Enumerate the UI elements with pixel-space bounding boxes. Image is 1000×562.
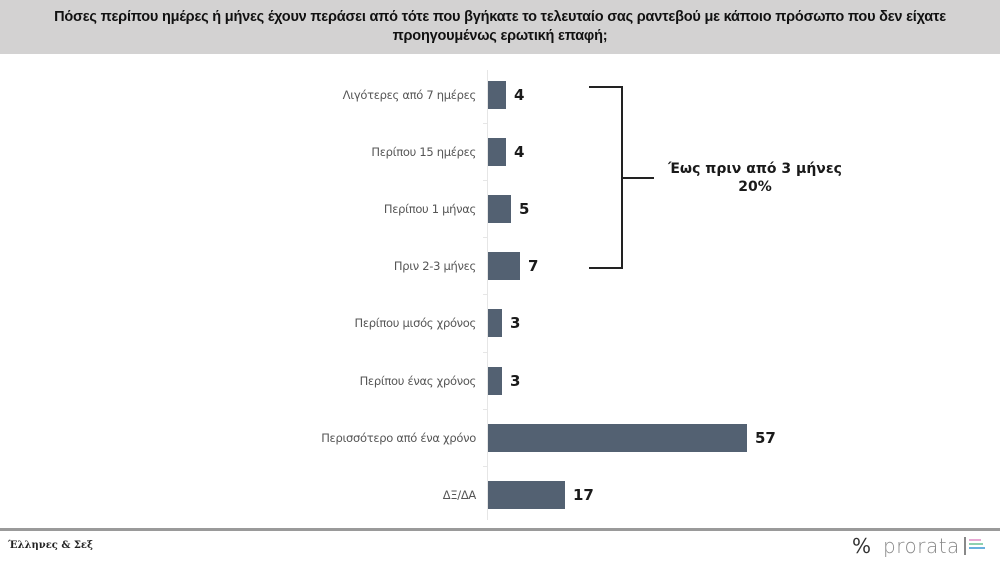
bar-row: Περίπου ένας χρόνος 3 <box>0 367 1000 395</box>
category-label: Περίπου ένας χρόνος <box>359 374 477 388</box>
category-label: ΔΞ/ΔΑ <box>442 488 477 502</box>
bar <box>488 367 502 395</box>
bar <box>488 138 506 166</box>
bracket-annotation-label: Έως πριν από 3 μήνες <box>668 161 842 177</box>
bar <box>488 195 511 223</box>
bar-row: ΔΞ/ΔΑ 17 <box>0 481 1000 509</box>
bracket-annotation-value: 20% <box>738 179 772 195</box>
value-label: 5 <box>519 200 530 218</box>
category-label: Πριν 2-3 μήνες <box>393 259 476 273</box>
footer-source: Έλληνες & Σεξ <box>8 540 93 551</box>
value-label: 4 <box>514 86 525 104</box>
axis-tick <box>483 352 488 353</box>
bracket-top <box>589 86 622 88</box>
axis-tick <box>483 123 488 124</box>
category-label: Λιγότερες από 7 ημέρες <box>342 88 477 102</box>
category-label: Περίπου μισός χρόνος <box>354 316 477 330</box>
bar <box>488 252 520 280</box>
logo-stripe <box>968 543 983 545</box>
bar-row: Περισσότερο από ένα χρόνο 57 <box>0 424 1000 452</box>
value-label: 3 <box>510 314 521 332</box>
value-label: 4 <box>514 143 525 161</box>
logo-text: prorata <box>883 534 960 558</box>
bar-row: Περίπου 15 ημέρες 4 <box>0 138 1000 166</box>
value-label: 3 <box>510 372 521 390</box>
percent-icon: % <box>852 534 872 558</box>
prorata-logo: % prorata <box>852 534 985 558</box>
bar-row: Περίπου 1 μήνας 5 <box>0 195 1000 223</box>
axis-tick <box>483 466 488 467</box>
footer-divider <box>0 528 1000 531</box>
axis-tick <box>483 409 488 410</box>
value-label: 17 <box>573 486 594 504</box>
bar <box>488 481 565 509</box>
bar-row: Πριν 2-3 μήνες 7 <box>0 252 1000 280</box>
bar <box>488 81 506 109</box>
logo-stripe <box>968 547 985 549</box>
value-label: 57 <box>755 429 776 447</box>
axis-tick <box>483 237 488 238</box>
bar-row: Περίπου μισός χρόνος 3 <box>0 309 1000 337</box>
bracket-pointer <box>622 177 654 179</box>
bar-row: Λιγότερες από 7 ημέρες 4 <box>0 81 1000 109</box>
category-label: Περισσότερο από ένα χρόνο <box>321 431 476 445</box>
category-axis <box>487 70 488 520</box>
category-label: Περίπου 15 ημέρες <box>371 145 476 159</box>
bar <box>488 309 502 337</box>
axis-tick <box>483 294 488 295</box>
bracket-annotation: Έως πριν από 3 μήνες 20% <box>650 160 860 196</box>
logo-stripes-icon <box>963 537 985 555</box>
chart-title: Πόσες περίπου ημέρες ή μήνες έχουν περάσ… <box>54 9 946 44</box>
category-label: Περίπου 1 μήνας <box>383 202 476 216</box>
logo-stripe <box>968 539 981 541</box>
value-label: 7 <box>528 257 539 275</box>
bar <box>488 424 747 452</box>
chart-header: Πόσες περίπου ημέρες ή μήνες έχουν περάσ… <box>0 0 1000 54</box>
axis-tick <box>483 180 488 181</box>
bracket-bottom <box>589 267 622 269</box>
